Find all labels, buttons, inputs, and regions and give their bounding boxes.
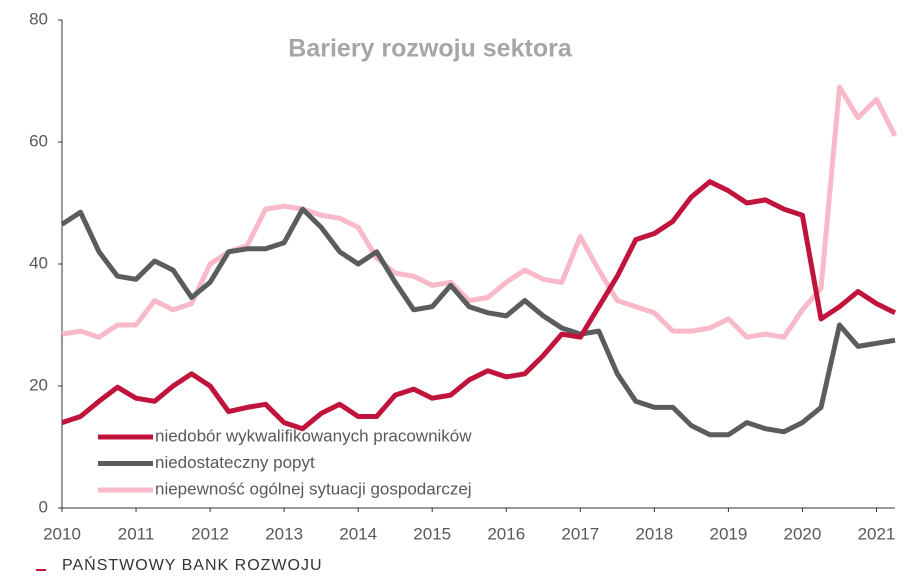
series-line xyxy=(60,206,896,438)
x-tick-label: 2017 xyxy=(561,524,599,543)
x-tick-label: 2012 xyxy=(191,524,229,543)
legend-label: niepewność ogólnej sytuacji gospodarczej xyxy=(155,479,472,498)
x-tick-label: 2021 xyxy=(858,524,896,543)
x-tick-label: 2010 xyxy=(43,524,81,543)
x-tick-label: 2011 xyxy=(118,524,155,543)
x-tick-label: 2019 xyxy=(709,524,747,543)
x-tick-label: 2014 xyxy=(339,524,377,543)
y-tick-label: 60 xyxy=(29,131,48,150)
legend-label: niedostateczny popyt xyxy=(155,453,315,472)
chart-title: Bariery rozwoju sektora xyxy=(288,35,573,63)
x-tick-label: 2018 xyxy=(635,524,673,543)
x-tick-label: 2016 xyxy=(487,524,525,543)
y-tick-label: 80 xyxy=(29,9,48,28)
logo-mark xyxy=(36,569,46,571)
footer: PAŃSTWOWY BANK ROZWOJU xyxy=(62,555,323,574)
x-tick-label: 2020 xyxy=(784,524,822,543)
legend-label: niedobór wykwalifikowanych pracowników xyxy=(155,426,472,445)
y-tick-label: 0 xyxy=(39,497,48,516)
y-tick-label: 20 xyxy=(29,375,48,394)
x-tick-label: 2013 xyxy=(265,524,303,543)
y-tick-label: 40 xyxy=(29,253,48,272)
series-line xyxy=(61,84,898,340)
x-tick-label: 2015 xyxy=(413,524,451,543)
series-line xyxy=(61,179,897,432)
